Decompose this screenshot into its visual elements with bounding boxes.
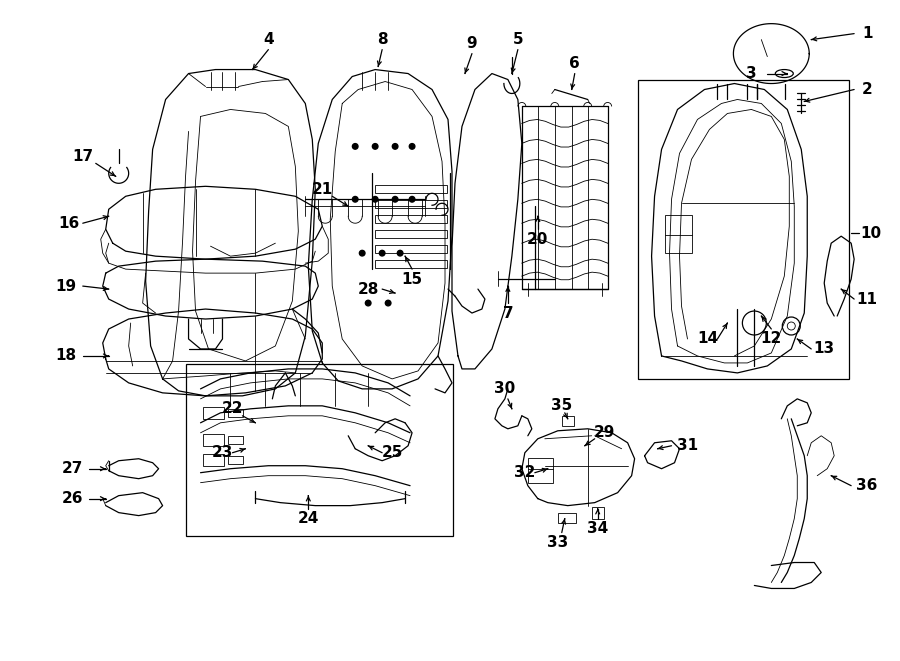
Text: 24: 24 [298,511,319,526]
Text: 13: 13 [814,342,835,356]
Text: 17: 17 [72,149,94,164]
Text: 27: 27 [62,461,84,476]
Text: 26: 26 [62,491,84,506]
Bar [229,436,243,444]
Bar [202,434,224,446]
Bar [229,455,243,464]
Text: 11: 11 [857,292,878,307]
Text: 21: 21 [311,182,333,197]
Text: 14: 14 [697,331,718,346]
Circle shape [392,143,398,149]
Text: 35: 35 [551,399,572,413]
Text: 18: 18 [55,348,76,364]
Text: 36: 36 [857,478,878,493]
Bar [375,185,447,193]
Text: 4: 4 [263,32,274,47]
Text: 34: 34 [587,521,608,536]
Bar [558,513,576,523]
Circle shape [392,196,398,202]
Circle shape [410,196,415,202]
Text: 20: 20 [527,232,548,247]
Text: 1: 1 [862,26,872,41]
Text: 8: 8 [377,32,388,47]
Text: 15: 15 [401,272,423,287]
Circle shape [359,251,365,256]
Bar [375,230,447,238]
Text: 25: 25 [382,446,403,460]
Bar [375,215,447,223]
Circle shape [397,251,403,256]
Circle shape [353,196,358,202]
Bar [229,409,243,417]
Circle shape [373,143,378,149]
Text: 6: 6 [570,56,580,71]
Text: 23: 23 [212,446,233,460]
Circle shape [379,251,385,256]
Text: 10: 10 [860,225,882,241]
Circle shape [410,143,415,149]
Bar [375,260,447,268]
Bar [375,245,447,253]
Bar [664,215,692,253]
Text: 32: 32 [514,465,536,480]
Bar [637,79,850,379]
Bar [562,416,573,426]
Bar [202,453,224,466]
Bar [527,457,553,483]
Text: 9: 9 [466,36,477,51]
Text: 3: 3 [746,66,757,81]
Text: 7: 7 [502,305,513,321]
Text: 16: 16 [58,215,79,231]
Text: 29: 29 [594,425,616,440]
Circle shape [365,300,371,306]
Text: 5: 5 [512,32,523,47]
Text: 31: 31 [677,438,698,453]
Bar [202,407,224,419]
Text: 22: 22 [221,401,243,416]
Text: 28: 28 [357,282,379,297]
Bar [375,200,447,208]
Text: 19: 19 [55,278,76,293]
Circle shape [373,196,378,202]
Circle shape [353,143,358,149]
Text: 30: 30 [494,381,516,397]
Text: 33: 33 [547,535,569,550]
Bar [185,364,453,535]
Circle shape [385,300,391,306]
Bar [591,506,604,519]
Text: 12: 12 [760,331,782,346]
Text: 2: 2 [861,82,872,97]
